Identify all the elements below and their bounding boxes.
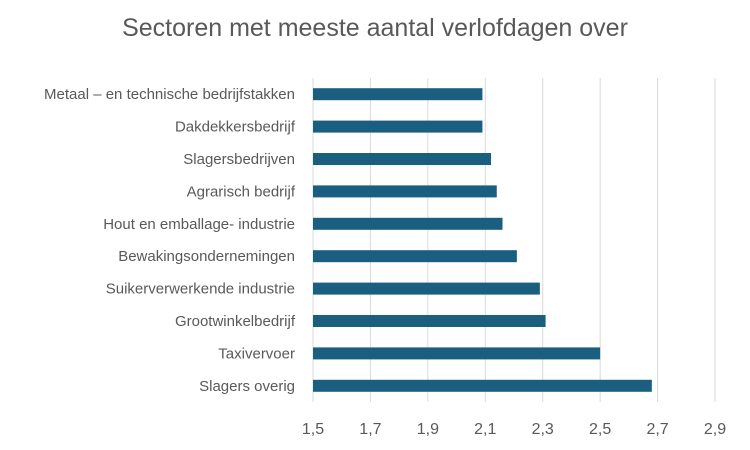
x-tick-label: 2,1 [474, 421, 496, 438]
x-tick-label: 1,5 [302, 421, 324, 438]
category-label: Hout en emballage- industrie [103, 216, 295, 233]
x-tick-label: 1,9 [417, 421, 439, 438]
bar [313, 153, 492, 165]
category-label: Dakdekkersbedrijf [175, 119, 296, 136]
x-tick-label: 1,7 [359, 421, 381, 438]
bar [313, 379, 652, 392]
category-label: Metaal – en technische bedrijfstakken [44, 86, 295, 103]
bar [313, 185, 497, 198]
category-label: Slagers overig [199, 378, 295, 395]
bar [313, 217, 503, 230]
x-tick-label: 2,5 [589, 421, 611, 438]
x-tick-label: 2,9 [704, 421, 726, 438]
category-label: Bewakingsondernemingen [118, 248, 295, 265]
bar [313, 282, 540, 295]
x-tick-label: 2,3 [532, 421, 554, 438]
category-label: Agrarisch bedrijf [187, 183, 296, 200]
chart-title: Sectoren met meeste aantal verlofdagen o… [122, 14, 628, 42]
category-label: Suikerverwerkende industrie [106, 281, 295, 298]
category-label: Taxivervoer [218, 345, 295, 362]
category-label: Slagersbedrijven [183, 151, 295, 168]
x-tick-label: 2,7 [646, 421, 668, 438]
bar [313, 347, 601, 360]
bar [313, 315, 546, 327]
bar [313, 250, 517, 263]
category-label: Grootwinkelbedrijf [175, 313, 296, 330]
bar [313, 88, 483, 101]
bar [313, 120, 483, 133]
